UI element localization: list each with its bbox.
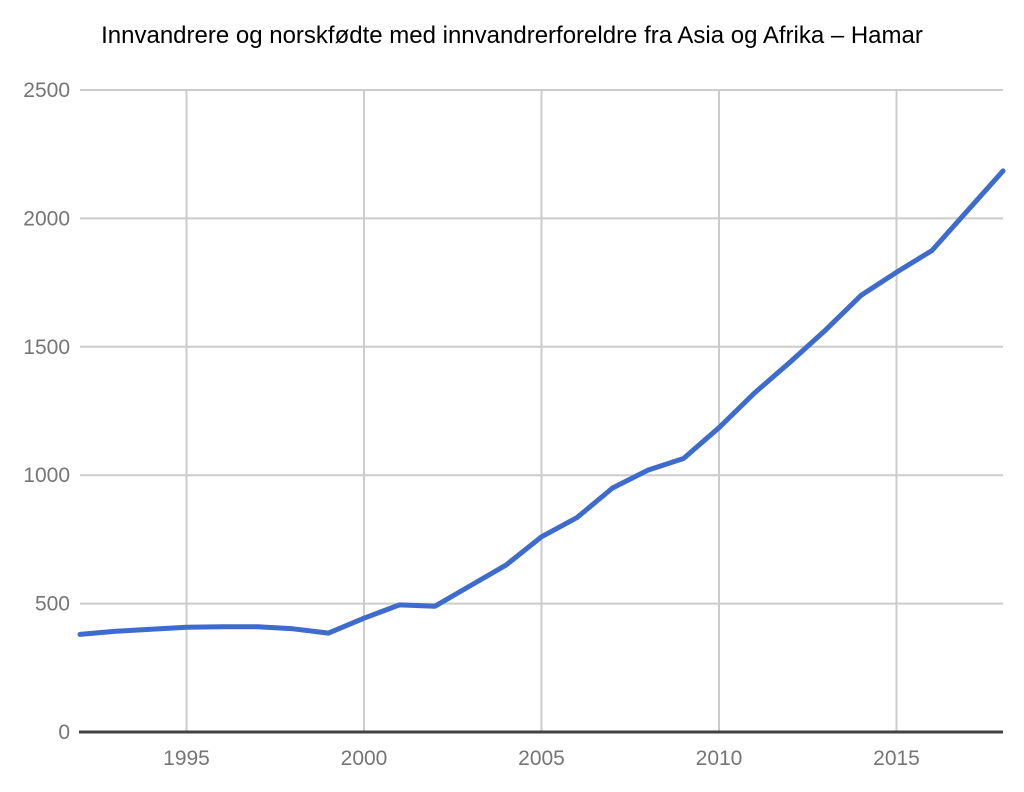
- y-tick-label: 2500: [23, 79, 70, 102]
- data-line: [77, 168, 1006, 637]
- x-tick-label: 1995: [163, 747, 210, 770]
- x-tick-label: 2005: [518, 747, 565, 770]
- chart-title: Innvandrere og norskfødte med innvandrer…: [101, 22, 923, 49]
- y-tick-label: 0: [58, 721, 70, 744]
- y-tick-label: 2000: [23, 207, 70, 230]
- y-tick-label: 500: [35, 593, 70, 616]
- y-tick-label: 1500: [23, 336, 70, 359]
- x-tick-label: 2015: [873, 747, 920, 770]
- x-tick-label: 2010: [696, 747, 743, 770]
- y-tick-label: 1000: [23, 464, 70, 487]
- x-tick-label: 2000: [341, 747, 388, 770]
